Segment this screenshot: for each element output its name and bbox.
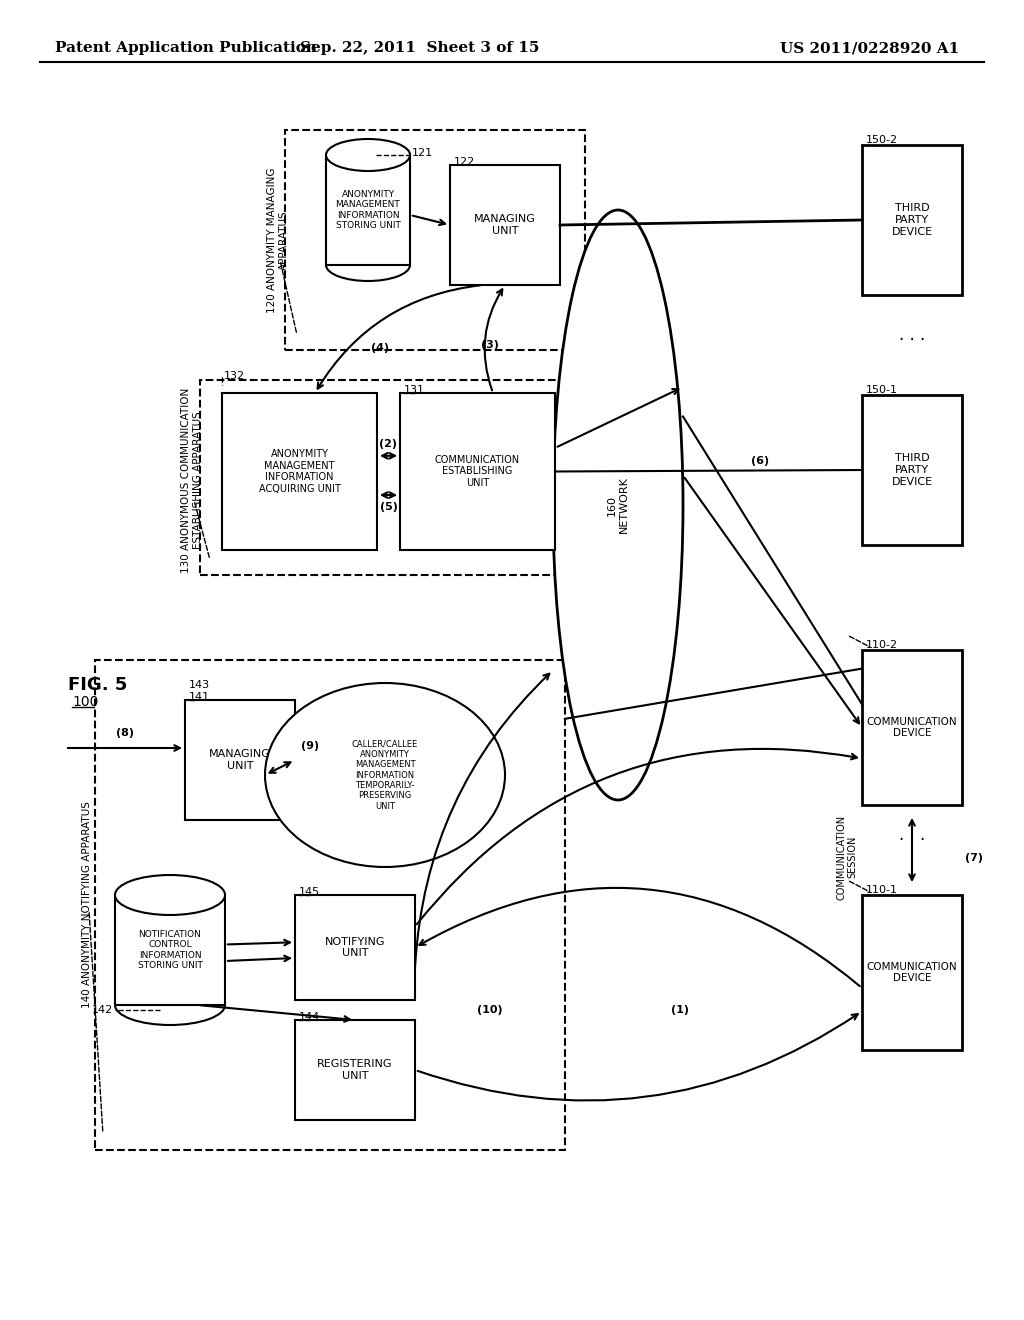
Text: NOTIFICATION
CONTROL
INFORMATION
STORING UNIT: NOTIFICATION CONTROL INFORMATION STORING… — [137, 929, 203, 970]
Text: COMMUNICATION
SESSION: COMMUNICATION SESSION — [837, 814, 858, 899]
Text: 150-1: 150-1 — [866, 385, 898, 395]
Text: Sep. 22, 2011  Sheet 3 of 15: Sep. 22, 2011 Sheet 3 of 15 — [300, 41, 540, 55]
Bar — [200, 380, 595, 576]
Text: 142: 142 — [92, 1005, 113, 1015]
Text: 121: 121 — [412, 148, 433, 158]
Text: (8): (8) — [116, 729, 134, 738]
Ellipse shape — [115, 875, 225, 915]
Text: ANONYMITY
MANAGEMENT
INFORMATION
ACQUIRING UNIT: ANONYMITY MANAGEMENT INFORMATION ACQUIRI… — [259, 449, 340, 494]
Bar — [95, 660, 565, 1150]
Text: 144: 144 — [299, 1012, 321, 1022]
Text: 130 ANONYMOUS COMMUNICATION
ESTABLISHING APPARATUS: 130 ANONYMOUS COMMUNICATION ESTABLISHING… — [181, 387, 203, 573]
Ellipse shape — [265, 682, 505, 867]
Ellipse shape — [326, 139, 410, 172]
Bar — [862, 649, 962, 805]
Text: COMMUNICATION
DEVICE: COMMUNICATION DEVICE — [866, 717, 957, 738]
Text: Patent Application Publication: Patent Application Publication — [55, 41, 317, 55]
Text: MANAGING
UNIT: MANAGING UNIT — [474, 214, 536, 236]
Bar — [862, 395, 962, 545]
Bar — [295, 1020, 415, 1119]
Text: COMMUNICATION
ESTABLISHING
UNIT: COMMUNICATION ESTABLISHING UNIT — [435, 455, 520, 488]
Text: ANONYMITY
MANAGEMENT
INFORMATION
STORING UNIT: ANONYMITY MANAGEMENT INFORMATION STORING… — [336, 190, 400, 230]
Text: REGISTERING
UNIT: REGISTERING UNIT — [317, 1059, 393, 1081]
Text: FIG. 5: FIG. 5 — [68, 676, 127, 694]
Text: . . .: . . . — [899, 826, 925, 843]
Text: (1): (1) — [671, 1005, 689, 1015]
Text: 140 ANONYMITY NOTIFYING APPARATUS: 140 ANONYMITY NOTIFYING APPARATUS — [82, 801, 92, 1008]
Text: NOTIFYING
UNIT: NOTIFYING UNIT — [325, 937, 385, 958]
Text: 141: 141 — [189, 692, 210, 702]
Text: MANAGING
UNIT: MANAGING UNIT — [209, 750, 271, 771]
Text: THIRD
PARTY
DEVICE: THIRD PARTY DEVICE — [892, 453, 933, 487]
Ellipse shape — [553, 210, 683, 800]
Bar — [862, 145, 962, 294]
Text: (5): (5) — [380, 502, 397, 512]
Bar — [400, 393, 555, 550]
Text: US 2011/0228920 A1: US 2011/0228920 A1 — [780, 41, 959, 55]
Bar — [185, 700, 295, 820]
Text: 100: 100 — [72, 696, 98, 709]
Text: 131: 131 — [404, 385, 425, 395]
Text: 110-2: 110-2 — [866, 640, 898, 649]
Text: COMMUNICATION
DEVICE: COMMUNICATION DEVICE — [866, 962, 957, 983]
Text: 122: 122 — [454, 157, 475, 168]
Text: 145: 145 — [299, 887, 321, 898]
Text: . . .: . . . — [899, 326, 925, 345]
Text: 143: 143 — [189, 680, 210, 690]
Text: 132: 132 — [224, 371, 245, 381]
Bar — [862, 895, 962, 1049]
Text: (3): (3) — [481, 341, 499, 350]
Text: 150-2: 150-2 — [866, 135, 898, 145]
Text: (4): (4) — [371, 343, 389, 352]
Text: 110-1: 110-1 — [866, 884, 898, 895]
Bar — [285, 129, 585, 350]
Text: (6): (6) — [751, 455, 769, 466]
Bar — [295, 895, 415, 1001]
Text: (2): (2) — [380, 438, 397, 449]
Text: 120 ANONYMITY MANAGING
APPARATUS: 120 ANONYMITY MANAGING APPARATUS — [267, 168, 289, 313]
Bar — [115, 895, 225, 1005]
Text: THIRD
PARTY
DEVICE: THIRD PARTY DEVICE — [892, 203, 933, 236]
Text: 160
NETWORK: 160 NETWORK — [607, 477, 629, 533]
Text: (10): (10) — [477, 1005, 503, 1015]
Bar — [222, 393, 377, 550]
Text: CALLER/CALLEE
ANONYMITY
MANAGEMENT
INFORMATION
TEMPORARILY-
PRESERVING
UNIT: CALLER/CALLEE ANONYMITY MANAGEMENT INFOR… — [352, 739, 418, 810]
Text: (9): (9) — [301, 741, 319, 751]
Bar — [326, 154, 410, 265]
Text: (7): (7) — [965, 853, 983, 863]
Bar — [450, 165, 560, 285]
